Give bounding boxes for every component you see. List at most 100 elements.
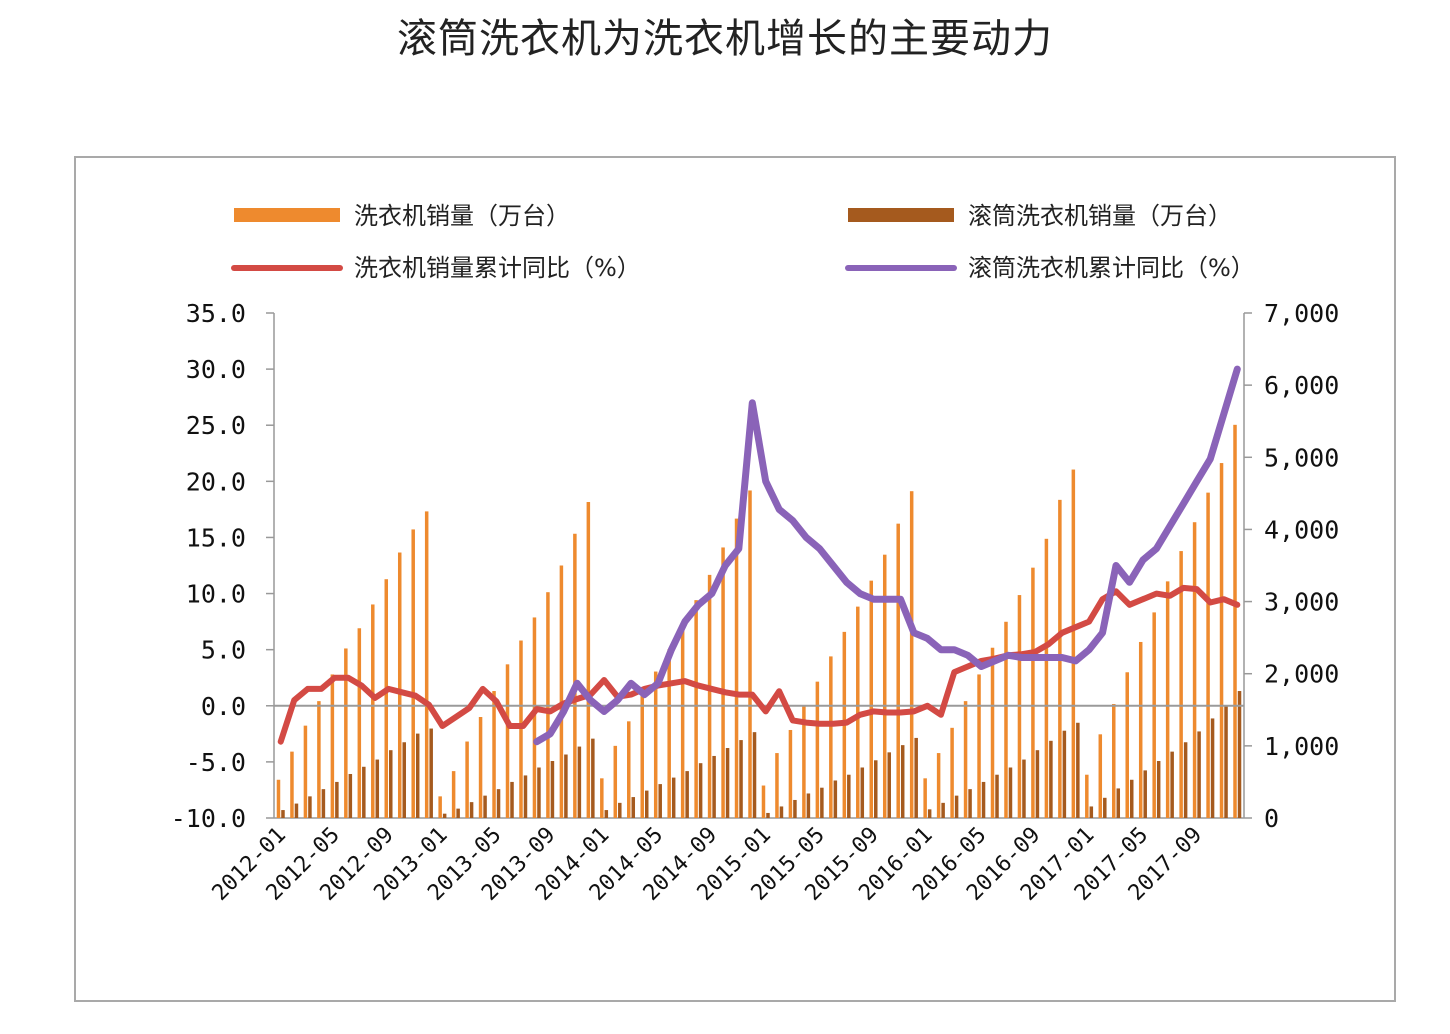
- bar-washer-sales: [465, 741, 469, 818]
- bar-washer-sales: [680, 625, 685, 818]
- bar-washer-sales: [424, 511, 429, 818]
- bar-drum-sales: [308, 796, 312, 818]
- bar-washer-sales: [963, 701, 968, 818]
- bar-washer-sales: [357, 628, 362, 818]
- y-right-tick-label: 2,000: [1264, 660, 1339, 689]
- bar-washer-sales: [1233, 424, 1237, 818]
- y-left-tick-label: 35.0: [186, 299, 246, 328]
- bar-drum-sales: [1156, 761, 1161, 818]
- bar-drum-sales: [281, 810, 285, 818]
- bar-washer-sales: [829, 656, 833, 818]
- bar-drum-sales: [1008, 767, 1013, 818]
- y-right-tick-label: 7,000: [1264, 299, 1339, 328]
- bar-washer-sales: [559, 565, 564, 818]
- bar-drum-sales: [1183, 742, 1188, 818]
- y-left-tick-label: 10.0: [186, 580, 246, 609]
- bar-washer-sales: [1125, 672, 1129, 818]
- bar-drum-sales: [644, 790, 649, 818]
- bar-washer-sales: [950, 727, 954, 818]
- bar-drum-sales: [1035, 750, 1040, 818]
- bar-drum-sales: [631, 797, 636, 818]
- bar-washer-sales: [788, 729, 793, 818]
- bar-drum-sales: [402, 742, 406, 818]
- legend: 洗衣机销量（万台） 滚筒洗衣机销量（万台） 洗衣机销量累计同比（%） 滚筒洗衣机…: [231, 202, 1255, 282]
- bar-drum-sales: [725, 748, 730, 818]
- y-left-tick-label: -5.0: [186, 748, 246, 777]
- bar-drum-sales: [793, 799, 797, 818]
- bar-washer-sales: [640, 696, 644, 818]
- bar-washer-sales: [653, 671, 658, 818]
- bar-drum-sales: [1143, 770, 1147, 818]
- legend-label-washer-yoy: 洗衣机销量累计同比（%）: [354, 254, 641, 282]
- bar-washer-sales: [721, 547, 725, 818]
- bar-washer-sales: [869, 580, 874, 818]
- bar-drum-sales: [1062, 730, 1067, 818]
- bar-drum-sales: [914, 737, 918, 818]
- bar-drum-sales: [348, 773, 353, 818]
- bar-washer-sales: [990, 647, 995, 818]
- y-left-tick-label: 5.0: [201, 636, 246, 665]
- bar-drum-sales: [456, 808, 460, 818]
- bar-drum-sales: [618, 802, 622, 818]
- bar-washer-sales: [694, 600, 698, 818]
- bar-washer-sales: [330, 674, 335, 818]
- bar-washer-sales: [1152, 612, 1156, 818]
- bar-washer-sales: [1206, 492, 1210, 818]
- bar-drum-sales: [658, 784, 662, 818]
- bar-drum-sales: [321, 789, 326, 818]
- bar-drum-sales: [591, 738, 595, 818]
- bar-washer-sales: [1165, 581, 1170, 818]
- bar-drum-sales: [1089, 806, 1094, 818]
- chart-frame: 洗衣机销量（万台） 滚筒洗衣机销量（万台） 洗衣机销量累计同比（%） 滚筒洗衣机…: [74, 156, 1396, 1002]
- bar-washer-sales: [1112, 704, 1116, 818]
- bar-drum-sales: [537, 767, 541, 818]
- bar-drum-sales: [1237, 691, 1242, 818]
- bar-drum-sales: [510, 781, 514, 818]
- bar-drum-sales: [1116, 788, 1121, 818]
- y-left-tick-label: 15.0: [186, 523, 246, 552]
- bar-drum-sales: [429, 728, 433, 818]
- bar-drum-sales: [362, 766, 366, 818]
- bar-washer-sales: [478, 717, 483, 818]
- bar-drum-sales: [927, 809, 932, 818]
- chart-title: 滚筒洗衣机为洗衣机增长的主要动力: [397, 16, 1053, 62]
- bar-washer-sales: [627, 721, 631, 818]
- bar-drum-sales: [820, 787, 824, 818]
- bar-washer-sales: [707, 574, 712, 818]
- bar-washer-sales: [397, 552, 402, 818]
- bar-washer-sales: [667, 649, 671, 818]
- legend-label-washer-sales: 洗衣机销量（万台）: [354, 202, 570, 230]
- bar-drum-sales: [968, 789, 972, 818]
- bar-washer-sales: [936, 753, 941, 818]
- bar-drum-sales: [577, 746, 582, 818]
- bar-washer-sales: [761, 785, 766, 818]
- y-left-tick-label: 25.0: [186, 411, 246, 440]
- bar-washer-sales: [1138, 641, 1143, 818]
- bar-washer-sales: [613, 745, 618, 818]
- bar-washer-sales: [1098, 734, 1103, 818]
- bar-drum-sales: [698, 763, 703, 818]
- bar-washer-sales: [1031, 567, 1035, 818]
- bar-washer-sales: [344, 648, 348, 818]
- bar-drum-sales: [523, 775, 528, 818]
- bar-drum-sales: [442, 813, 447, 818]
- line-drum-yoy: [533, 365, 1241, 746]
- bar-washer-sales: [519, 640, 523, 818]
- bar-washer-sales: [1179, 551, 1183, 818]
- bar-washer-sales: [532, 617, 537, 818]
- bar-drum-sales: [806, 793, 811, 818]
- y-right-tick-label: 3,000: [1264, 588, 1339, 617]
- bar-washer-sales: [411, 529, 415, 818]
- bar-washer-sales: [586, 502, 591, 818]
- bar-drum-sales: [860, 767, 865, 818]
- legend-label-drum-sales: 滚筒洗衣机销量（万台）: [968, 202, 1232, 230]
- bar-washer-sales: [734, 518, 739, 818]
- y-right-tick-label: 6,000: [1264, 371, 1339, 400]
- bar-drum-sales: [752, 732, 757, 818]
- bar-drum-sales: [415, 733, 420, 818]
- bar-washer-sales: [1071, 469, 1076, 818]
- bar-drum-sales: [483, 795, 487, 818]
- bar-washer-sales: [371, 604, 375, 818]
- bar-washer-sales: [923, 778, 927, 818]
- bar-drum-sales: [375, 759, 380, 818]
